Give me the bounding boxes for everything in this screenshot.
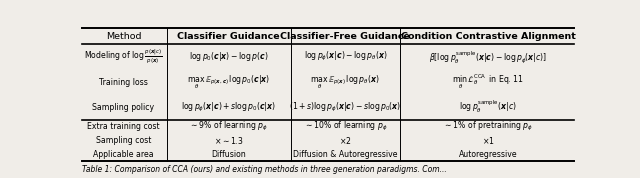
- Text: $\beta[\log p_\theta^{\rm sample}(\boldsymbol{x}|\boldsymbol{c}) - \log p_\phi(\: $\beta[\log p_\theta^{\rm sample}(\bolds…: [429, 49, 547, 65]
- Text: $\sim$1% of pretraining $p_\phi$: $\sim$1% of pretraining $p_\phi$: [443, 120, 533, 134]
- Text: $\max_\theta\, \mathbb{E}_{p(\boldsymbol{x},\boldsymbol{c})} \log p_0(\boldsymbo: $\max_\theta\, \mathbb{E}_{p(\boldsymbol…: [188, 73, 270, 91]
- Text: $\max_\theta\, \mathbb{E}_{p(\boldsymbol{x})} \log p_\theta(\boldsymbol{x})$: $\max_\theta\, \mathbb{E}_{p(\boldsymbol…: [310, 73, 380, 91]
- Text: Modeling of $\log\frac{p(\boldsymbol{x}|c)}{p(\boldsymbol{x})}$: Modeling of $\log\frac{p(\boldsymbol{x}|…: [84, 48, 163, 66]
- Text: $\log p_\phi(\boldsymbol{x}|\boldsymbol{c}) - \log p_\theta(\boldsymbol{x})$: $\log p_\phi(\boldsymbol{x}|\boldsymbol{…: [303, 50, 387, 63]
- Text: Classifier Guidance: Classifier Guidance: [177, 32, 280, 41]
- Text: Sampling policy: Sampling policy: [92, 103, 154, 112]
- Text: Extra training cost: Extra training cost: [87, 122, 160, 131]
- Text: Applicable area: Applicable area: [93, 150, 154, 159]
- Text: Training loss: Training loss: [99, 77, 148, 87]
- Text: Method: Method: [106, 32, 141, 41]
- Text: $\min_\theta\, \mathcal{L}_\theta^{\rm CCA}$ in Eq. 11: $\min_\theta\, \mathcal{L}_\theta^{\rm C…: [452, 73, 524, 91]
- Text: $(1+s)\log p_\phi(\boldsymbol{x}|\boldsymbol{c}) - s\log p_0(\boldsymbol{x})$: $(1+s)\log p_\phi(\boldsymbol{x}|\boldsy…: [289, 101, 401, 114]
- Text: $\times\sim$1.3: $\times\sim$1.3: [214, 135, 244, 146]
- Text: $\times$2: $\times$2: [339, 135, 351, 146]
- Text: Diffusion: Diffusion: [211, 150, 246, 159]
- Text: $\log p_\theta^{\rm sample}(\boldsymbol{x}|c)$: $\log p_\theta^{\rm sample}(\boldsymbol{…: [459, 99, 516, 116]
- Text: Table 1: Comparison of CCA (ours) and existing methods in three generation parad: Table 1: Comparison of CCA (ours) and ex…: [83, 165, 447, 174]
- Text: Condition Contrastive Alignment: Condition Contrastive Alignment: [401, 32, 575, 41]
- Text: $\sim$9% of learning $p_\phi$: $\sim$9% of learning $p_\phi$: [189, 120, 268, 134]
- Text: $\sim$10% of learning $p_\phi$: $\sim$10% of learning $p_\phi$: [303, 120, 387, 134]
- Text: Diffusion & Autoregressive: Diffusion & Autoregressive: [293, 150, 397, 159]
- Text: Sampling cost: Sampling cost: [96, 136, 151, 145]
- Text: $\log p_\phi(\boldsymbol{x}|\boldsymbol{c}) + s \log p_0(\boldsymbol{c}|\boldsym: $\log p_\phi(\boldsymbol{x}|\boldsymbol{…: [181, 101, 276, 114]
- Text: $\log p_0(\boldsymbol{c}|\boldsymbol{x}) - \log p(\boldsymbol{c})$: $\log p_0(\boldsymbol{c}|\boldsymbol{x})…: [189, 50, 269, 63]
- Text: $\times$1: $\times$1: [481, 135, 494, 146]
- Text: Classifier-Free Guidance: Classifier-Free Guidance: [280, 32, 410, 41]
- Text: Autoregressive: Autoregressive: [459, 150, 517, 159]
